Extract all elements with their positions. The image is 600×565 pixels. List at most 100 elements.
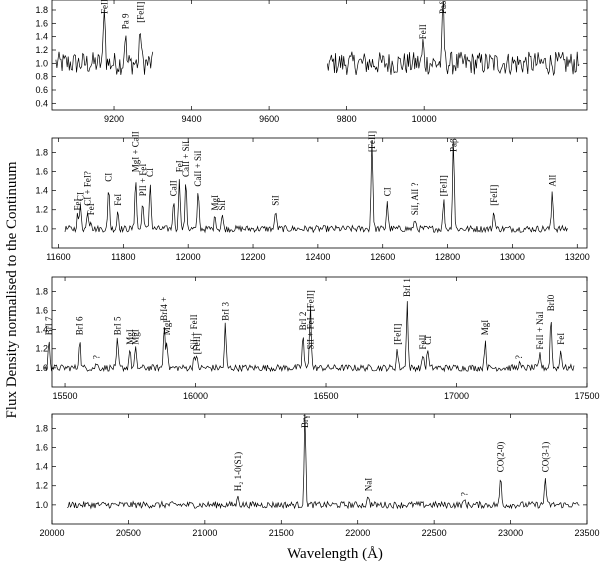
line-label: MgI + CaII [131, 131, 141, 172]
line-label: Pa 9 [120, 13, 130, 29]
line-label: CI [104, 173, 114, 182]
line-label: [FeII] [392, 324, 402, 345]
line-label: CI [76, 192, 86, 201]
x-tick-label: 16000 [183, 391, 208, 401]
line-label: FeII [99, 0, 109, 14]
x-tick-label: 9200 [104, 114, 124, 124]
panel-1: 9200 9400 9600 9800 10000 0.4 0.6 0.8 1.0 1.2 1.4 1… [35, 0, 588, 124]
line-label: BrI 2 [298, 312, 308, 331]
x-tick-label: 15500 [53, 391, 78, 401]
y-tick-label: 1.0 [35, 363, 48, 373]
x-tick-label: 12400 [305, 252, 330, 262]
line-label: [FeII] [367, 131, 377, 152]
line-label: FeII + NaI [535, 311, 545, 349]
y-tick-label: 0.4 [35, 98, 48, 108]
panel-2: 11600 11800 12000 12200 12400 12600 12800 13000… [35, 131, 589, 262]
line-label: CO(2-0) [496, 442, 506, 473]
x-tick-label: 9800 [337, 114, 357, 124]
line-label: NaI [363, 478, 373, 492]
line-label: PII + FeI [138, 164, 148, 197]
line-label: BrI 7 [44, 316, 54, 335]
y-tick-label: 1.0 [35, 500, 48, 510]
y-tick-label: 1.8 [35, 423, 48, 433]
line-label: SiI [217, 200, 227, 211]
x-tick-label: 11800 [111, 252, 135, 262]
line-label: AlI [547, 175, 557, 187]
y-tick-label: 1.2 [35, 481, 48, 491]
line-label: CI + FeI? [83, 171, 93, 206]
x-axis-title: Wavelength (Å) [287, 546, 383, 562]
line-label: [FeII] [305, 290, 315, 311]
line-label: Paδ [438, 1, 448, 14]
line-label: MgI [125, 329, 135, 345]
y-tick-label: 1.2 [35, 205, 48, 215]
line-label: SiI + FeI [305, 317, 315, 349]
line-label: FeII [418, 335, 428, 350]
line-label: CaII + SiI [193, 151, 203, 187]
spectrum-line [43, 301, 575, 373]
y-tick-label: 1.0 [35, 224, 48, 234]
y-tick-label: 1.0 [35, 58, 48, 68]
x-tick-label: 9400 [182, 114, 202, 124]
x-tick-label: 9600 [259, 114, 279, 124]
y-tick-label: 1.2 [35, 344, 48, 354]
y-tick-label: 1.6 [35, 305, 48, 315]
y-axis-title: Flux Density normalised to the Continuum [4, 161, 20, 418]
line-label: Brγ [300, 415, 310, 428]
line-label: H₂ 1-0(S1) [233, 452, 243, 491]
x-tick-label: 11600 [46, 252, 70, 262]
line-label: CI [423, 336, 433, 345]
y-tick-label: 1.4 [35, 32, 48, 42]
line-label: [FeII] [135, 2, 145, 23]
line-label: SiI, AlI ? [410, 183, 420, 216]
y-tick-label: 1.4 [35, 462, 48, 472]
line-label: BrI4 + [159, 297, 169, 321]
y-tick-label: 1.6 [35, 442, 48, 452]
y-tick-label: 0.6 [35, 85, 48, 95]
x-tick-label: 13200 [565, 252, 590, 262]
line-label: MgI [210, 195, 220, 211]
panel-frame [51, 137, 588, 249]
line-label: BrI 6 [75, 316, 85, 335]
x-tick-label: 12600 [370, 252, 395, 262]
x-tick-label: 21500 [269, 528, 294, 538]
y-tick-label: 1.4 [35, 325, 48, 335]
line-label: ? [514, 355, 524, 359]
line-label: BrI 1 [402, 278, 412, 297]
y-tick-label: 1.8 [35, 286, 48, 296]
line-label: ? [460, 492, 470, 496]
line-label: FeI [113, 194, 123, 206]
x-tick-label: 22000 [345, 528, 370, 538]
panel-frame [51, 413, 588, 525]
x-tick-label: 10000 [412, 114, 437, 124]
spectrum-line [55, 9, 154, 75]
line-label: [FeII] [439, 175, 449, 196]
x-tick-label: 22500 [422, 528, 447, 538]
panel-3: 15500 16000 16500 17000 17500 1.0 1.2 1.4 1.6 1.8… [35, 276, 600, 401]
x-tick-label: 12200 [241, 252, 266, 262]
line-label: CI [382, 187, 392, 196]
line-label: BrI 3 [220, 302, 230, 321]
line-label: Paβ [448, 138, 458, 152]
y-tick-label: 0.8 [35, 72, 48, 82]
line-label: CO(3-1) [540, 442, 550, 473]
x-tick-label: 13000 [500, 252, 525, 262]
x-tick-label: 21000 [192, 528, 217, 538]
line-label: FeI [556, 333, 566, 345]
line-label: MgI [162, 320, 172, 336]
line-label: BrI0 [546, 294, 556, 311]
x-tick-label: 20000 [39, 528, 64, 538]
line-label: SiI + FeII [189, 314, 199, 349]
spectrum-line [326, 1, 580, 77]
line-label: FeII [418, 24, 428, 39]
line-label: FeI [174, 160, 184, 172]
x-tick-label: 23500 [574, 528, 599, 538]
line-label: CaII + SiI [181, 141, 191, 177]
panel-frame [51, 0, 588, 111]
x-tick-label: 20500 [116, 528, 141, 538]
x-tick-label: 16500 [314, 391, 339, 401]
line-label: CaII [169, 180, 179, 196]
y-tick-label: 1.6 [35, 18, 48, 28]
line-label: BrI 5 [113, 316, 123, 335]
